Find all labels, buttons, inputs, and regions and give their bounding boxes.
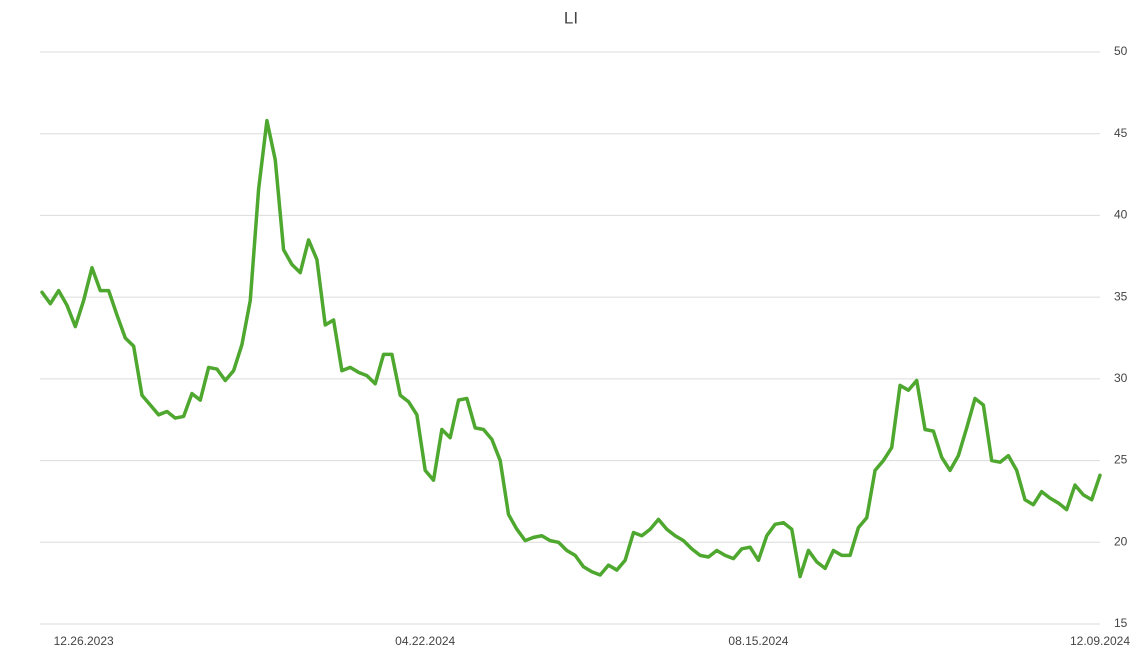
y-tick-label: 30	[1114, 371, 1128, 385]
y-tick-label: 35	[1114, 289, 1128, 303]
x-tick-label: 08.15.2024	[728, 634, 788, 648]
chart-title: LI	[564, 8, 578, 27]
y-tick-label: 20	[1114, 534, 1128, 548]
y-tick-label: 50	[1114, 44, 1128, 58]
y-tick-label: 40	[1114, 208, 1128, 222]
x-tick-label: 04.22.2024	[395, 634, 455, 648]
x-tick-label: 12.09.2024	[1070, 634, 1130, 648]
price-line	[40, 118, 1102, 579]
x-tick-label: 12.26.2023	[54, 634, 114, 648]
y-tick-label: 45	[1114, 126, 1128, 140]
y-tick-label: 15	[1114, 616, 1128, 630]
y-tick-label: 25	[1114, 453, 1128, 467]
